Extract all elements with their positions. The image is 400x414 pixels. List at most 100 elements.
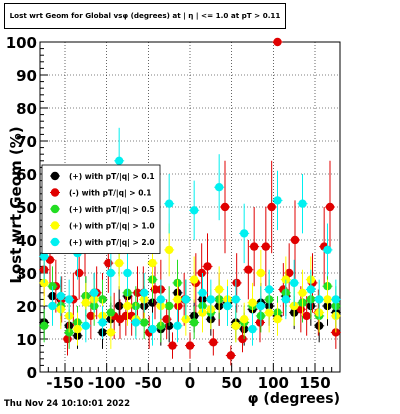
y-tick-label: 0 [27, 364, 37, 382]
data-point [306, 285, 316, 294]
ticks: 0 10 20 30 40 50 60 70 80 90 100 -150 -100 -50 0 50 100 1… [6, 34, 341, 392]
data-point [106, 308, 116, 317]
y-axis-label: Lost wrt Geom (%) [7, 126, 25, 283]
legend-box [41, 164, 161, 254]
data-point [189, 318, 199, 327]
data-point [114, 301, 124, 311]
data-point [214, 183, 224, 192]
x-tick-label: 100 [258, 374, 289, 392]
data-point [148, 258, 157, 268]
legend-marker [50, 237, 60, 247]
y-tick-label: 70 [16, 133, 37, 151]
data-point [284, 268, 294, 278]
data-point [64, 295, 74, 304]
data-point [248, 298, 257, 307]
data-point [239, 229, 249, 238]
data-point [323, 245, 332, 255]
data-point [56, 291, 66, 301]
data-point [48, 301, 57, 311]
data-point [206, 295, 216, 304]
data-point [164, 245, 174, 255]
legend-label: (+) with pT/|q| > 0.1 [69, 172, 155, 182]
data-point [81, 321, 91, 330]
data-point [123, 301, 132, 311]
data-point [197, 268, 206, 278]
x-tick-label: -150 [46, 374, 84, 392]
data-point [189, 275, 199, 284]
y-tick-label: 40 [16, 232, 37, 250]
data-point [314, 295, 324, 304]
data-point [273, 37, 282, 47]
data-point [148, 324, 157, 334]
y-tick-label: 20 [16, 298, 37, 316]
data-point [220, 202, 230, 212]
data-point [290, 235, 300, 245]
data-point [39, 252, 49, 261]
y-tick-label: 60 [16, 166, 37, 184]
data-point [106, 328, 116, 337]
data-point [238, 334, 247, 344]
x-tick-label: -50 [135, 374, 162, 392]
y-tick-label: 90 [16, 67, 37, 85]
legend-label: (+) with pT/|q| > 2.0 [69, 238, 155, 248]
data-point [174, 301, 183, 311]
data-point [198, 288, 207, 297]
data-point [168, 341, 177, 350]
data-point [298, 199, 307, 208]
data-point [173, 321, 182, 330]
data-point [131, 318, 141, 327]
data-point [273, 196, 282, 205]
data-point [248, 324, 257, 334]
data-point [302, 311, 311, 321]
data-point [231, 321, 241, 330]
x-tick-label: 0 [185, 374, 195, 392]
data-point [139, 318, 149, 327]
legend-marker [50, 171, 60, 181]
data-point [261, 242, 271, 251]
y-tick-label: 80 [16, 100, 37, 118]
data-point [264, 308, 274, 317]
y-tick-label: 50 [16, 199, 37, 217]
data-point [298, 288, 307, 297]
data-point [231, 295, 241, 304]
data-point [181, 295, 191, 304]
legend-marker [50, 188, 60, 197]
marks [39, 37, 341, 366]
data-point [39, 321, 49, 330]
data-point [164, 199, 174, 208]
x-tick-label: 150 [299, 374, 330, 392]
data-point [98, 318, 107, 327]
data-point [106, 268, 116, 278]
data-point [81, 298, 91, 307]
data-point [273, 315, 282, 324]
data-point [203, 262, 212, 271]
data-point [232, 278, 241, 288]
data-point [185, 341, 195, 350]
data-point [98, 295, 107, 304]
data-point [74, 268, 84, 278]
legend: (+) with pT/|q| > 0.1 (-) with pT/|q| > 0… [41, 164, 161, 254]
data-point [114, 156, 124, 165]
data-point [164, 301, 174, 311]
legend-label: (+) with pT/|q| > 0.5 [69, 205, 155, 215]
data-point [255, 318, 265, 327]
y-tick-label: 100 [6, 34, 37, 52]
chart-title: Lost wrt Geom for Global vsφ (degrees) a… [4, 3, 286, 29]
data-point [86, 311, 96, 321]
data-point [239, 315, 249, 324]
data-point [139, 288, 149, 297]
legend-marker [50, 204, 60, 214]
data-point [281, 295, 291, 304]
legend-label: (-) with pT/|q| > 0.1 [69, 189, 151, 199]
x-tick-label: 50 [221, 374, 242, 392]
x-tick-label: -100 [88, 374, 126, 392]
data-point [256, 301, 266, 311]
data-point [281, 275, 291, 284]
data-point [209, 338, 218, 347]
data-point [244, 265, 253, 274]
data-point [264, 285, 274, 294]
data-point [331, 295, 341, 304]
data-point [73, 324, 82, 334]
data-point [325, 202, 335, 212]
data-point [123, 268, 132, 278]
